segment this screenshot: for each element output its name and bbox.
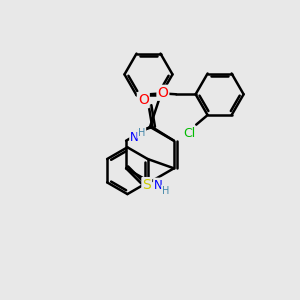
Text: O: O — [158, 86, 168, 100]
Text: H: H — [162, 185, 169, 196]
Text: O: O — [138, 93, 149, 107]
Text: S: S — [142, 178, 151, 192]
Text: N: N — [130, 130, 139, 144]
Text: N: N — [154, 178, 163, 192]
Text: Cl: Cl — [183, 127, 195, 140]
Text: H: H — [138, 128, 146, 138]
